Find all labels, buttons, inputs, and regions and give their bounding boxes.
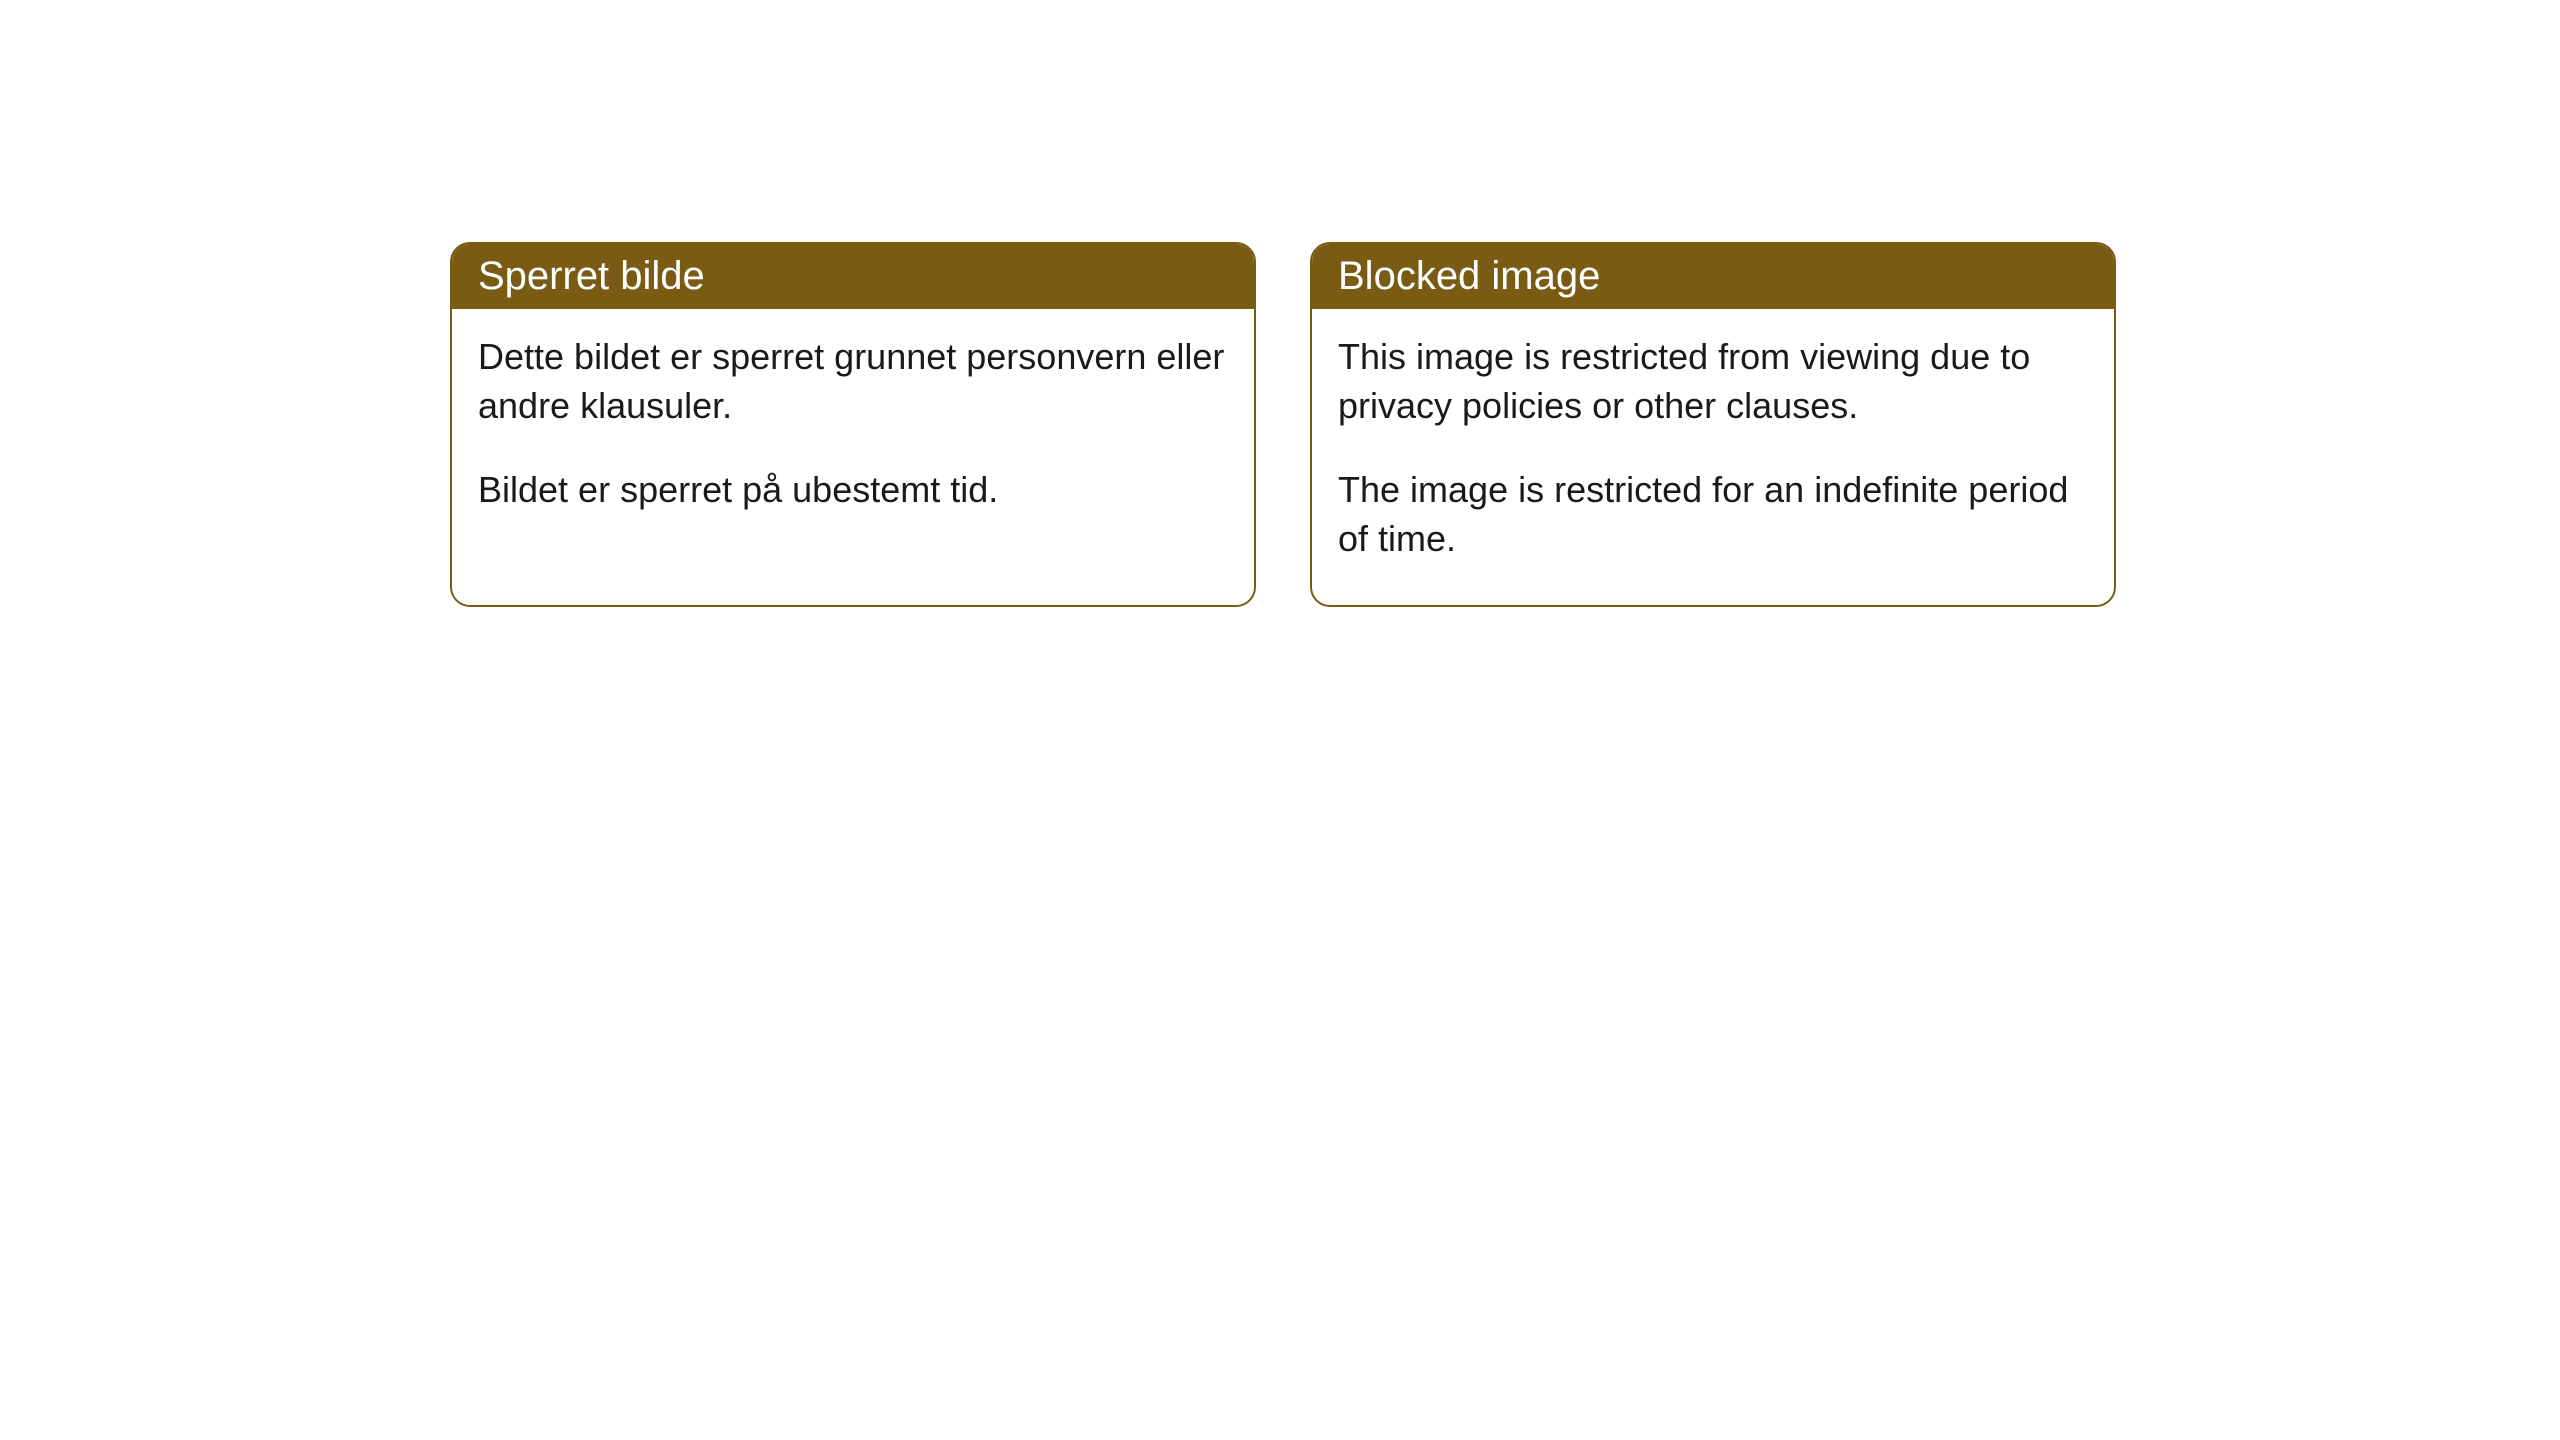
card-title: Blocked image: [1338, 254, 1600, 298]
card-paragraph: This image is restricted from viewing du…: [1338, 333, 2088, 430]
card-header: Sperret bilde: [452, 244, 1254, 309]
blocked-image-card-norwegian: Sperret bilde Dette bildet er sperret gr…: [450, 242, 1256, 607]
card-body: This image is restricted from viewing du…: [1312, 309, 2114, 605]
card-title: Sperret bilde: [478, 254, 705, 298]
blocked-image-card-english: Blocked image This image is restricted f…: [1310, 242, 2116, 607]
card-header: Blocked image: [1312, 244, 2114, 309]
card-body: Dette bildet er sperret grunnet personve…: [452, 309, 1254, 557]
card-paragraph: The image is restricted for an indefinit…: [1338, 466, 2088, 563]
card-paragraph: Dette bildet er sperret grunnet personve…: [478, 333, 1228, 430]
card-paragraph: Bildet er sperret på ubestemt tid.: [478, 466, 1228, 515]
notice-cards-container: Sperret bilde Dette bildet er sperret gr…: [450, 242, 2116, 607]
